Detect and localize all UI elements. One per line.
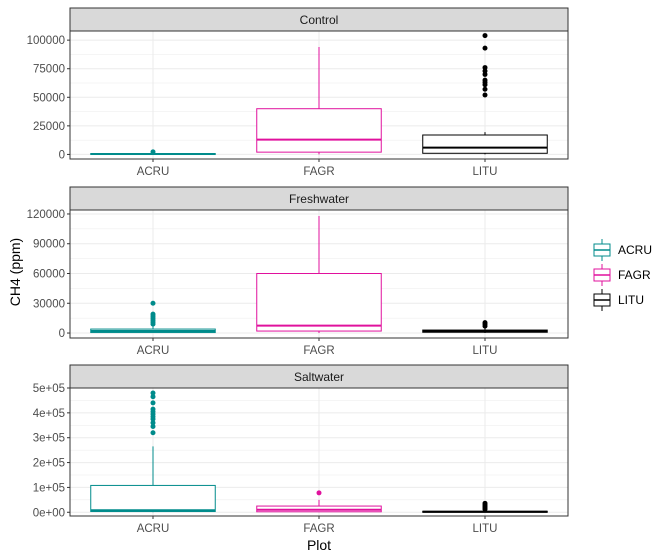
- outlier-point: [482, 92, 488, 98]
- boxplot-litu: [422, 320, 548, 334]
- outlier-point: [150, 406, 156, 412]
- outlier-point: [482, 320, 488, 326]
- outlier-point: [482, 33, 488, 39]
- x-tick-label: LITU: [473, 345, 498, 357]
- outlier-point: [482, 45, 488, 51]
- box-iqr: [90, 484, 216, 513]
- x-tick-label: ACRU: [137, 166, 170, 178]
- outlier-point: [482, 68, 488, 74]
- y-tick-label: 3e+05: [33, 433, 65, 445]
- facet-strip-label: Freshwater: [289, 192, 349, 206]
- y-tick-label: 100000: [27, 35, 65, 47]
- legend-label: LITU: [618, 293, 644, 307]
- outlier-point: [150, 300, 156, 306]
- facet-strip-label: Control: [300, 13, 339, 27]
- y-tick-label: 4e+05: [33, 408, 65, 420]
- legend-label: ACRU: [618, 243, 652, 257]
- panel-border: [69, 30, 569, 160]
- boxplot-fagr: [256, 490, 382, 513]
- legend-entry-litu: LITU: [593, 289, 644, 311]
- box-iqr: [422, 134, 548, 154]
- x-tick-label: LITU: [473, 523, 498, 535]
- y-tick-label: 0: [59, 149, 65, 161]
- facet-control: Control 0 25000 50000 75000 100000 ACRU FAGR LIT…: [27, 7, 569, 178]
- boxplot-acru: [90, 300, 216, 334]
- facet-panels: Control 0 25000 50000 75000 100000 ACRU FAGR LIT…: [27, 7, 569, 535]
- boxplot-fagr: [256, 47, 382, 155]
- boxplot-acru: [90, 390, 216, 513]
- y-axis-title: CH4 (ppm): [7, 238, 23, 306]
- box-iqr: [256, 273, 382, 332]
- y-tick-label: 25000: [33, 121, 65, 133]
- facet-freshwater: Freshwater 0 30000 60000 90000 120000 ACRU FAGR…: [27, 186, 569, 357]
- outlier-point: [150, 149, 156, 155]
- facet-saltwater: Saltwater 0e+00 1e+05 2e+05 3e+05 4e+05 5e+05 A…: [33, 364, 569, 535]
- x-tick-label: FAGR: [303, 523, 334, 535]
- x-tick-label: FAGR: [303, 345, 334, 357]
- panel-border: [69, 209, 569, 339]
- x-tick-label: FAGR: [303, 166, 334, 178]
- x-tick-label: LITU: [473, 166, 498, 178]
- outlier-point: [150, 424, 156, 430]
- panel-border: [69, 387, 569, 517]
- outlier-point: [482, 71, 488, 77]
- y-tick-label: 90000: [33, 239, 65, 251]
- y-tick-label: 1e+05: [33, 482, 65, 494]
- outlier-point: [150, 430, 156, 436]
- outlier-point: [150, 400, 156, 406]
- boxplot-litu: [422, 33, 548, 155]
- boxplot-acru: [90, 149, 216, 156]
- legend-entry-acru: ACRU: [593, 239, 652, 261]
- outlier-point: [150, 311, 156, 317]
- outlier-point: [482, 65, 488, 71]
- y-tick-label: 120000: [27, 209, 65, 221]
- y-tick-label: 75000: [33, 64, 65, 76]
- x-axis-title: Plot: [307, 537, 331, 553]
- outlier-point: [482, 77, 488, 83]
- y-tick-label: 60000: [33, 269, 65, 281]
- outlier-point: [482, 500, 488, 506]
- x-tick-label: ACRU: [137, 523, 170, 535]
- boxplot-litu: [422, 500, 548, 513]
- legend: ACRU FAGR LITU: [593, 239, 652, 311]
- outlier-point: [150, 390, 156, 396]
- box-iqr: [256, 108, 382, 153]
- y-tick-label: 0: [59, 328, 65, 340]
- outlier-point: [316, 490, 322, 496]
- x-tick-label: ACRU: [137, 345, 170, 357]
- boxplot-fagr: [256, 215, 382, 334]
- legend-entry-fagr: FAGR: [593, 264, 651, 286]
- y-tick-label: 2e+05: [33, 458, 65, 470]
- legend-label: FAGR: [618, 268, 651, 282]
- y-tick-label: 30000: [33, 298, 65, 310]
- facet-strip-label: Saltwater: [294, 370, 344, 384]
- outlier-point: [150, 420, 156, 426]
- outlier-point: [150, 394, 156, 400]
- outlier-point: [482, 86, 488, 92]
- y-tick-label: 50000: [33, 92, 65, 104]
- y-tick-label: 0e+00: [33, 507, 65, 519]
- y-tick-label: 5e+05: [33, 383, 65, 395]
